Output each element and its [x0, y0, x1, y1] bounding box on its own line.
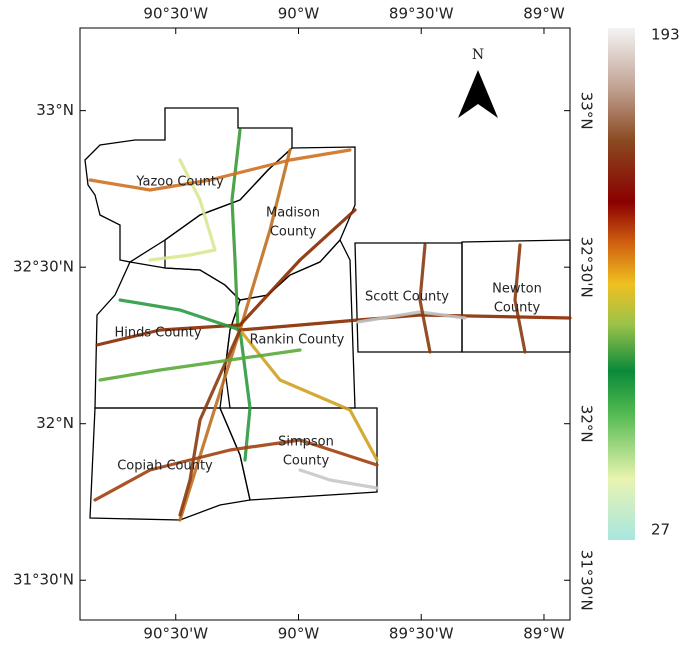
colorbar-min-label: 27	[651, 521, 670, 539]
county-label: Simpson	[278, 435, 334, 450]
x-tick-label: 90°30'W	[143, 625, 208, 643]
x-tick-label: 89°W	[523, 625, 565, 643]
road	[238, 313, 572, 332]
colorbar-max-label: 193	[651, 26, 680, 44]
county-label: Yazoo County	[135, 175, 224, 190]
county-label: Rankin County	[250, 333, 345, 348]
county-label: Copiah County	[117, 459, 213, 474]
road	[230, 128, 242, 332]
county-label: Madison	[266, 206, 320, 221]
y-tick-label: 33°N	[578, 92, 596, 130]
x-tick-label: 90°W	[278, 625, 320, 643]
county-label: County	[270, 225, 317, 240]
county-label: Hinds County	[114, 326, 201, 341]
road	[298, 468, 379, 490]
x-tick-label: 89°W	[523, 5, 565, 23]
y-tick-label: 32°30'N	[578, 237, 596, 298]
county-outline	[219, 407, 378, 501]
x-tick-label: 89°30'W	[389, 5, 454, 23]
county-label: County	[494, 301, 541, 316]
road	[178, 328, 242, 517]
x-tick-label: 90°W	[278, 5, 320, 23]
road	[418, 243, 432, 354]
y-tick-label: 32°N	[36, 414, 74, 432]
county-label: Scott County	[365, 290, 449, 305]
north-label: N	[472, 47, 484, 63]
y-tick-label: 33°N	[36, 101, 74, 119]
y-tick-label: 31°30'N	[578, 550, 596, 611]
road	[95, 208, 357, 347]
road	[513, 243, 527, 354]
county-label: County	[283, 454, 330, 469]
road	[93, 438, 379, 502]
y-tick-label: 32°30'N	[13, 258, 74, 276]
north-arrow	[458, 70, 498, 118]
road	[356, 310, 467, 324]
road	[88, 148, 352, 192]
x-tick-label: 90°30'W	[143, 5, 208, 23]
y-tick-label: 31°30'N	[13, 571, 74, 589]
road	[98, 348, 302, 382]
y-tick-label: 32°N	[578, 405, 596, 443]
x-tick-label: 89°30'W	[389, 625, 454, 643]
county-label: Newton	[492, 282, 542, 297]
colorbar	[608, 28, 635, 540]
road	[148, 158, 217, 262]
roads	[88, 128, 572, 522]
